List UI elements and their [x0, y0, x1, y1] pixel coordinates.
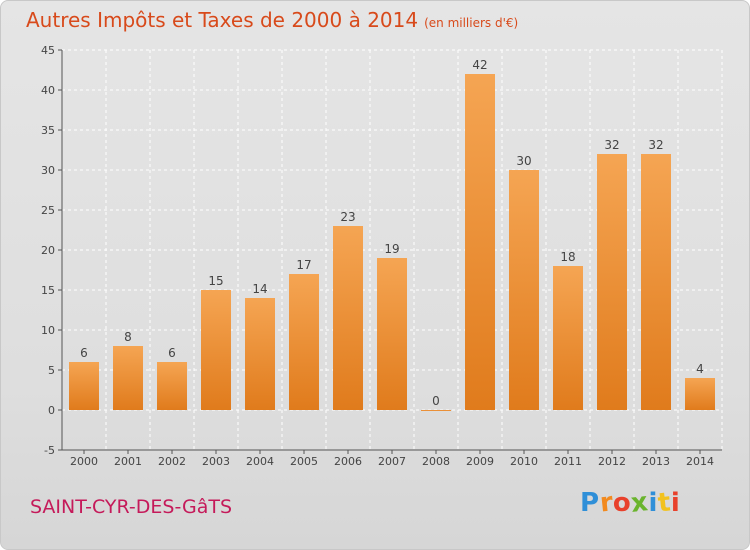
bar-value-label: 30 — [516, 154, 531, 168]
bar — [69, 362, 99, 410]
x-tick-label: 2001 — [114, 455, 142, 468]
x-tick-label: 2005 — [290, 455, 318, 468]
x-tick-label: 2011 — [554, 455, 582, 468]
bar-value-label: 23 — [340, 210, 355, 224]
bar-value-label: 15 — [208, 274, 223, 288]
bar-value-label: 6 — [168, 346, 176, 360]
y-tick-label: 30 — [41, 164, 55, 177]
x-tick-label: 2009 — [466, 455, 494, 468]
bar-value-label: 4 — [696, 362, 704, 376]
bar-value-label: 6 — [80, 346, 88, 360]
bar — [641, 154, 671, 410]
y-tick-label: 0 — [48, 404, 55, 417]
x-tick-label: 2014 — [686, 455, 714, 468]
bar-value-label: 18 — [560, 250, 575, 264]
y-tick-label: 15 — [41, 284, 55, 297]
x-tick-label: 2012 — [598, 455, 626, 468]
y-tick-label: -5 — [44, 444, 55, 457]
bar — [465, 74, 495, 410]
bar — [201, 290, 231, 410]
bar — [421, 410, 451, 411]
bar — [333, 226, 363, 410]
bar — [597, 154, 627, 410]
bar-value-label: 42 — [472, 58, 487, 72]
x-tick-label: 2003 — [202, 455, 230, 468]
bar — [245, 298, 275, 410]
chart-title: Autres Impôts et Taxes de 2000 à 2014 (en… — [26, 8, 518, 32]
x-tick-label: 2002 — [158, 455, 186, 468]
bar-value-label: 17 — [296, 258, 311, 272]
bar-value-label: 32 — [604, 138, 619, 152]
proxiti-logo: Proxiti — [580, 487, 681, 519]
bar — [289, 274, 319, 410]
bar-value-label: 32 — [648, 138, 663, 152]
bar-value-label: 8 — [124, 330, 132, 344]
x-tick-label: 2010 — [510, 455, 538, 468]
bar-value-label: 19 — [384, 242, 399, 256]
bar-value-label: 0 — [432, 394, 440, 408]
bar-value-label: 14 — [252, 282, 267, 296]
x-tick-label: 2000 — [70, 455, 98, 468]
y-tick-label: 20 — [41, 244, 55, 257]
y-tick-label: 25 — [41, 204, 55, 217]
commune-name: SAINT-CYR-DES-GâTS — [30, 496, 233, 518]
y-tick-label: 5 — [48, 364, 55, 377]
bar — [685, 378, 715, 410]
chart-title-text: Autres Impôts et Taxes de 2000 à 2014 — [26, 8, 419, 32]
bar — [509, 170, 539, 410]
chart-title-unit: (en milliers d'€) — [424, 16, 519, 30]
bar — [553, 266, 583, 410]
y-tick-label: 10 — [41, 324, 55, 337]
x-tick-label: 2013 — [642, 455, 670, 468]
bar — [377, 258, 407, 410]
y-tick-label: 35 — [41, 124, 55, 137]
x-tick-label: 2007 — [378, 455, 406, 468]
x-tick-label: 2004 — [246, 455, 274, 468]
x-tick-label: 2008 — [422, 455, 450, 468]
y-tick-label: 40 — [41, 84, 55, 97]
x-tick-label: 2006 — [334, 455, 362, 468]
y-tick-label: 45 — [41, 44, 55, 57]
bar — [157, 362, 187, 410]
bar — [113, 346, 143, 410]
